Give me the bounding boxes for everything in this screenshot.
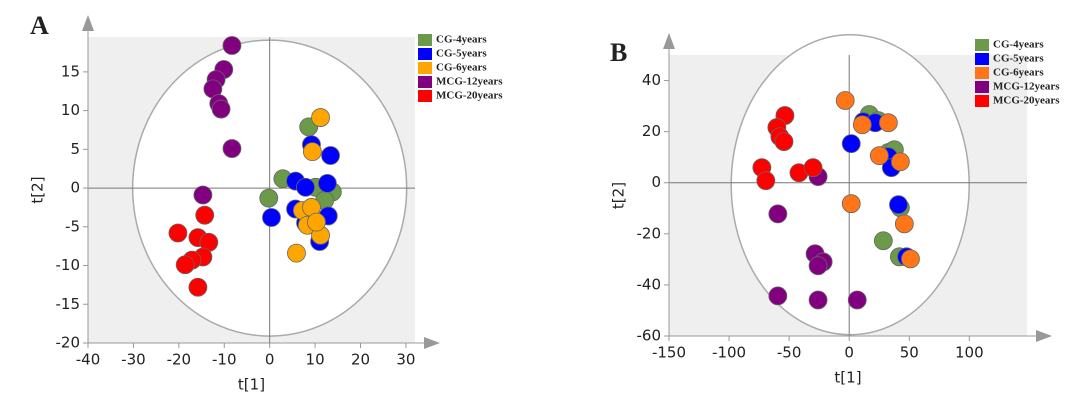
- point: [262, 208, 281, 227]
- point: [894, 214, 914, 234]
- x-tick-label: -30: [121, 351, 146, 369]
- y-tick-label: -20: [637, 224, 662, 242]
- point: [211, 99, 231, 119]
- legend-swatch: [975, 95, 989, 107]
- legend-label: CG-5years: [993, 53, 1044, 65]
- point: [193, 185, 213, 205]
- y-tick-label: 10: [61, 101, 80, 119]
- point: [317, 174, 337, 193]
- x-tick-label: 0: [265, 351, 275, 369]
- legend-label: MCG-12years: [993, 81, 1060, 93]
- point: [803, 158, 823, 178]
- point: [841, 194, 861, 214]
- x-tick-label: -150: [652, 344, 686, 362]
- point: [756, 171, 776, 191]
- x-axis-label: t[1]: [238, 376, 265, 394]
- legend-label: MCG-12years: [436, 76, 503, 88]
- y-axis-label: t[2]: [610, 182, 628, 209]
- x-tick-label: 20: [351, 351, 370, 369]
- legend-swatch: [975, 39, 989, 51]
- y-tick-label: 40: [642, 71, 661, 89]
- legend-swatch: [418, 48, 432, 60]
- y-tick-label: 0: [70, 179, 80, 197]
- legend-label: CG-5years: [436, 48, 487, 60]
- y-tick-label: -40: [637, 275, 662, 293]
- axis-arrow: [1036, 330, 1052, 342]
- x-tick-label: -20: [167, 351, 192, 369]
- point: [302, 142, 322, 162]
- legend-label: CG-4years: [436, 34, 487, 46]
- axis-arrow: [663, 33, 675, 49]
- legend-swatch: [418, 76, 432, 88]
- legend-swatch: [975, 81, 989, 93]
- x-axis-label: t[1]: [834, 369, 861, 387]
- point: [321, 146, 340, 165]
- point: [287, 243, 306, 263]
- point: [841, 134, 861, 154]
- y-tick-label: -10: [56, 256, 81, 274]
- point: [296, 177, 315, 197]
- legend-label: CG-6years: [993, 67, 1044, 79]
- point: [222, 36, 242, 55]
- x-tick-label: -10: [212, 351, 237, 369]
- point: [878, 113, 898, 133]
- x-tick-label: -40: [76, 351, 101, 369]
- point: [774, 132, 794, 151]
- legend-swatch: [418, 34, 432, 46]
- y-tick-label: -5: [65, 217, 80, 235]
- panel-label: B: [610, 38, 627, 67]
- legend-label: CG-6years: [436, 62, 487, 74]
- point: [852, 115, 872, 135]
- point: [808, 290, 828, 310]
- point: [835, 91, 855, 110]
- point: [311, 108, 330, 127]
- y-tick-label: 15: [61, 62, 80, 80]
- legend-swatch: [975, 67, 989, 79]
- y-tick-label: -15: [56, 295, 81, 313]
- y-tick-label: 20: [642, 122, 661, 140]
- point: [222, 139, 242, 158]
- legend-swatch: [418, 62, 432, 74]
- y-tick-label: 5: [70, 140, 80, 158]
- legend-swatch: [418, 90, 432, 102]
- point: [808, 256, 828, 276]
- y-tick-label: -20: [56, 334, 81, 352]
- x-tick-label: 100: [955, 344, 984, 362]
- point: [869, 146, 889, 166]
- axis-arrow: [82, 15, 94, 31]
- point: [768, 286, 788, 306]
- point: [307, 212, 326, 232]
- point: [175, 255, 195, 275]
- point: [168, 223, 188, 243]
- point: [873, 231, 893, 251]
- axis-arrow: [424, 337, 440, 349]
- legend-label: CG-4years: [993, 39, 1044, 51]
- panel-label: A: [30, 11, 49, 40]
- x-tick-label: 10: [306, 351, 325, 369]
- legend-label: MCG-20years: [993, 95, 1060, 107]
- y-tick-label: 0: [651, 173, 661, 191]
- legend-swatch: [975, 53, 989, 65]
- y-tick-label: -60: [637, 327, 662, 345]
- point: [259, 188, 279, 208]
- x-tick-label: -50: [777, 344, 802, 362]
- point: [195, 205, 215, 225]
- x-tick-label: -100: [712, 344, 746, 362]
- point: [889, 195, 908, 215]
- point: [847, 290, 867, 310]
- x-tick-label: 30: [396, 351, 415, 369]
- x-tick-label: 0: [844, 344, 854, 362]
- point: [188, 277, 208, 297]
- point: [768, 204, 788, 224]
- point: [901, 249, 920, 269]
- y-axis-label: t[2]: [29, 176, 47, 203]
- legend-label: MCG-20years: [436, 90, 503, 102]
- point: [890, 152, 910, 172]
- x-tick-label: 50: [900, 344, 919, 362]
